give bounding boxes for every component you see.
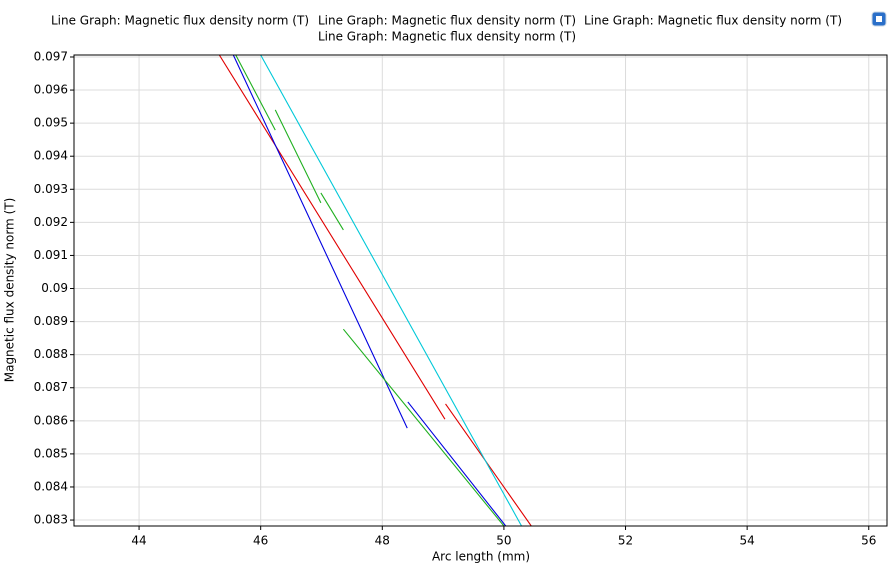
y-axis-label: Magnetic flux density norm (T) (3, 198, 17, 383)
legend-entry: Line Graph: Magnetic flux density norm (… (584, 14, 842, 28)
x-axis-label: Arc length (mm) (432, 550, 530, 564)
y-tick-label: 0.087 (34, 380, 68, 394)
legend-entry: Line Graph: Magnetic flux density norm (… (318, 14, 576, 28)
y-tick-label: 0.084 (34, 479, 68, 493)
plot-area (74, 55, 887, 526)
series-line (218, 55, 532, 526)
x-tick-label: 56 (861, 534, 876, 548)
y-tick-label: 0.088 (34, 347, 68, 361)
x-tick-label: 50 (496, 534, 511, 548)
series-line (235, 55, 505, 526)
y-tick-label: 0.092 (34, 215, 68, 229)
x-tick-label: 54 (740, 534, 755, 548)
y-tick-label: 0.085 (34, 446, 68, 460)
x-tick-label: 44 (131, 534, 146, 548)
series-line (260, 55, 523, 526)
x-tick-label: 46 (253, 534, 268, 548)
legend-entry: Line Graph: Magnetic flux density norm (… (51, 14, 309, 28)
y-tick-label: 0.09 (41, 281, 68, 295)
x-tick-label: 48 (375, 534, 390, 548)
series-line (232, 55, 507, 526)
y-tick-label: 0.096 (34, 83, 68, 97)
y-tick-label: 0.095 (34, 116, 68, 130)
y-tick-label: 0.086 (34, 413, 68, 427)
y-tick-label: 0.091 (34, 248, 68, 262)
lines (218, 55, 532, 526)
plot-frame (73, 54, 888, 527)
y-tick-label: 0.093 (34, 182, 68, 196)
y-tick-label: 0.089 (34, 314, 68, 328)
grid (74, 55, 887, 526)
legend-entry: Line Graph: Magnetic flux density norm (… (318, 30, 576, 44)
y-tick-label: 0.097 (34, 49, 68, 63)
y-tick-label: 0.094 (34, 149, 68, 163)
y-tick-label: 0.083 (34, 513, 68, 527)
x-tick-label: 52 (618, 534, 633, 548)
icon[interactable] (871, 11, 887, 27)
